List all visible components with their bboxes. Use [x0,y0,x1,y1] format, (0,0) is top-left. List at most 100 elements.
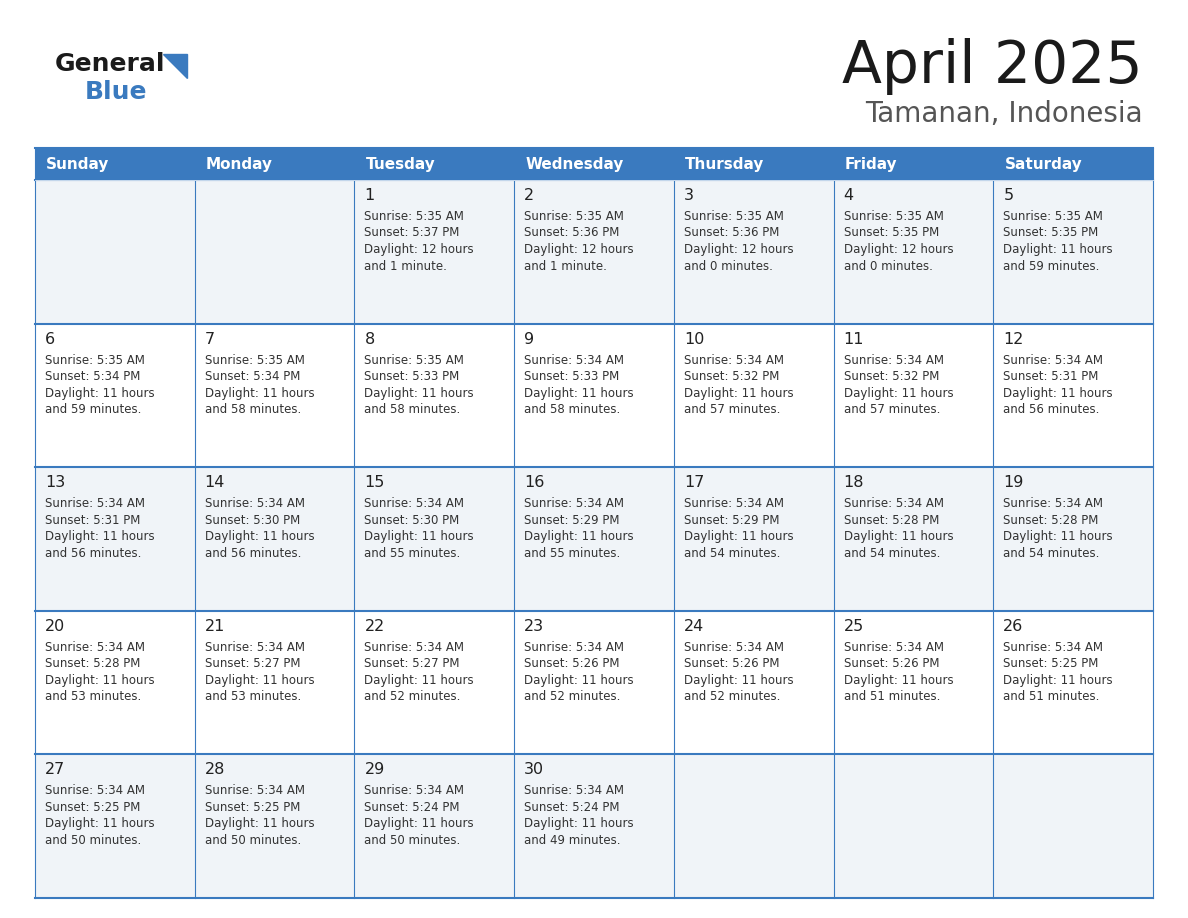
Bar [195,755,354,898]
Text: and 52 minutes.: and 52 minutes. [524,690,620,703]
Bar [834,467,993,610]
Text: 16: 16 [524,476,544,490]
Text: Sunset: 5:25 PM: Sunset: 5:25 PM [204,800,301,814]
Text: Daylight: 11 hours: Daylight: 11 hours [1004,243,1113,256]
Text: Sunset: 5:34 PM: Sunset: 5:34 PM [204,370,301,383]
Text: Sunrise: 5:34 AM: Sunrise: 5:34 AM [843,498,943,510]
Bar [834,755,993,898]
Text: Sunrise: 5:34 AM: Sunrise: 5:34 AM [204,784,304,798]
Text: Daylight: 11 hours: Daylight: 11 hours [45,674,154,687]
Text: Daylight: 11 hours: Daylight: 11 hours [843,531,953,543]
Text: Daylight: 11 hours: Daylight: 11 hours [204,531,315,543]
Bar [354,610,514,755]
Text: Sunset: 5:26 PM: Sunset: 5:26 PM [684,657,779,670]
Bar [514,148,674,180]
Bar [993,610,1154,755]
Text: Sunset: 5:35 PM: Sunset: 5:35 PM [843,227,939,240]
Text: and 54 minutes.: and 54 minutes. [1004,547,1100,560]
Text: Sunset: 5:26 PM: Sunset: 5:26 PM [843,657,939,670]
Bar [354,324,514,467]
Bar [195,610,354,755]
Text: and 56 minutes.: and 56 minutes. [204,547,301,560]
Bar [674,180,834,324]
Text: Sunrise: 5:34 AM: Sunrise: 5:34 AM [843,641,943,654]
Text: and 58 minutes.: and 58 minutes. [365,403,461,416]
Text: Daylight: 11 hours: Daylight: 11 hours [365,386,474,399]
Text: 30: 30 [524,763,544,778]
Text: Friday: Friday [845,156,897,172]
Text: and 1 minute.: and 1 minute. [365,260,448,273]
Bar [34,324,195,467]
Text: Sunrise: 5:34 AM: Sunrise: 5:34 AM [684,498,784,510]
Text: Sunrise: 5:34 AM: Sunrise: 5:34 AM [204,498,304,510]
Text: Sunrise: 5:34 AM: Sunrise: 5:34 AM [684,641,784,654]
Text: and 53 minutes.: and 53 minutes. [45,690,141,703]
Text: Sunset: 5:28 PM: Sunset: 5:28 PM [843,514,939,527]
Bar [195,324,354,467]
Text: Sunrise: 5:35 AM: Sunrise: 5:35 AM [45,353,145,366]
Text: Tuesday: Tuesday [366,156,435,172]
Text: 29: 29 [365,763,385,778]
Text: Daylight: 11 hours: Daylight: 11 hours [1004,386,1113,399]
Text: Monday: Monday [206,156,273,172]
Bar [993,755,1154,898]
Text: and 51 minutes.: and 51 minutes. [843,690,940,703]
Text: Daylight: 11 hours: Daylight: 11 hours [843,674,953,687]
Text: Sunrise: 5:34 AM: Sunrise: 5:34 AM [45,641,145,654]
Text: Sunrise: 5:34 AM: Sunrise: 5:34 AM [45,784,145,798]
Bar [993,180,1154,324]
Text: Daylight: 11 hours: Daylight: 11 hours [1004,531,1113,543]
Text: Sunset: 5:28 PM: Sunset: 5:28 PM [45,657,140,670]
Text: Tamanan, Indonesia: Tamanan, Indonesia [865,100,1143,128]
Text: 24: 24 [684,619,704,633]
Text: and 53 minutes.: and 53 minutes. [204,690,301,703]
Text: 13: 13 [45,476,65,490]
Text: 15: 15 [365,476,385,490]
Text: Sunset: 5:29 PM: Sunset: 5:29 PM [684,514,779,527]
Text: 7: 7 [204,331,215,347]
Text: Sunday: Sunday [46,156,109,172]
Text: and 54 minutes.: and 54 minutes. [684,547,781,560]
Text: 5: 5 [1004,188,1013,203]
Text: Sunset: 5:37 PM: Sunset: 5:37 PM [365,227,460,240]
Text: 25: 25 [843,619,864,633]
Text: Sunrise: 5:34 AM: Sunrise: 5:34 AM [524,641,624,654]
Text: Sunset: 5:35 PM: Sunset: 5:35 PM [1004,227,1099,240]
Text: 11: 11 [843,331,864,347]
Text: Daylight: 11 hours: Daylight: 11 hours [684,531,794,543]
Text: Sunset: 5:33 PM: Sunset: 5:33 PM [524,370,619,383]
Text: and 51 minutes.: and 51 minutes. [1004,690,1100,703]
Text: 1: 1 [365,188,374,203]
Text: and 50 minutes.: and 50 minutes. [45,834,141,847]
Text: 4: 4 [843,188,854,203]
Text: Sunrise: 5:34 AM: Sunrise: 5:34 AM [524,498,624,510]
Text: General: General [55,52,165,76]
Text: and 58 minutes.: and 58 minutes. [204,403,301,416]
Text: Sunset: 5:24 PM: Sunset: 5:24 PM [524,800,620,814]
Text: and 50 minutes.: and 50 minutes. [204,834,301,847]
Text: Daylight: 12 hours: Daylight: 12 hours [365,243,474,256]
Text: Sunrise: 5:35 AM: Sunrise: 5:35 AM [365,210,465,223]
Bar [514,324,674,467]
Text: Daylight: 11 hours: Daylight: 11 hours [365,531,474,543]
Text: 27: 27 [45,763,65,778]
Text: Sunrise: 5:35 AM: Sunrise: 5:35 AM [684,210,784,223]
Bar [34,610,195,755]
Text: Sunset: 5:25 PM: Sunset: 5:25 PM [45,800,140,814]
Text: Sunrise: 5:34 AM: Sunrise: 5:34 AM [204,641,304,654]
Bar [834,610,993,755]
Text: Sunset: 5:25 PM: Sunset: 5:25 PM [1004,657,1099,670]
Bar [34,148,195,180]
Text: 19: 19 [1004,476,1024,490]
Text: Sunset: 5:32 PM: Sunset: 5:32 PM [843,370,939,383]
Text: Sunrise: 5:35 AM: Sunrise: 5:35 AM [524,210,624,223]
Text: Daylight: 11 hours: Daylight: 11 hours [524,674,633,687]
Text: April 2025: April 2025 [842,38,1143,95]
Bar [514,610,674,755]
Bar [993,467,1154,610]
Text: Sunrise: 5:34 AM: Sunrise: 5:34 AM [365,641,465,654]
Text: 26: 26 [1004,619,1024,633]
Text: Daylight: 11 hours: Daylight: 11 hours [365,817,474,831]
Bar [514,755,674,898]
Text: Daylight: 12 hours: Daylight: 12 hours [684,243,794,256]
